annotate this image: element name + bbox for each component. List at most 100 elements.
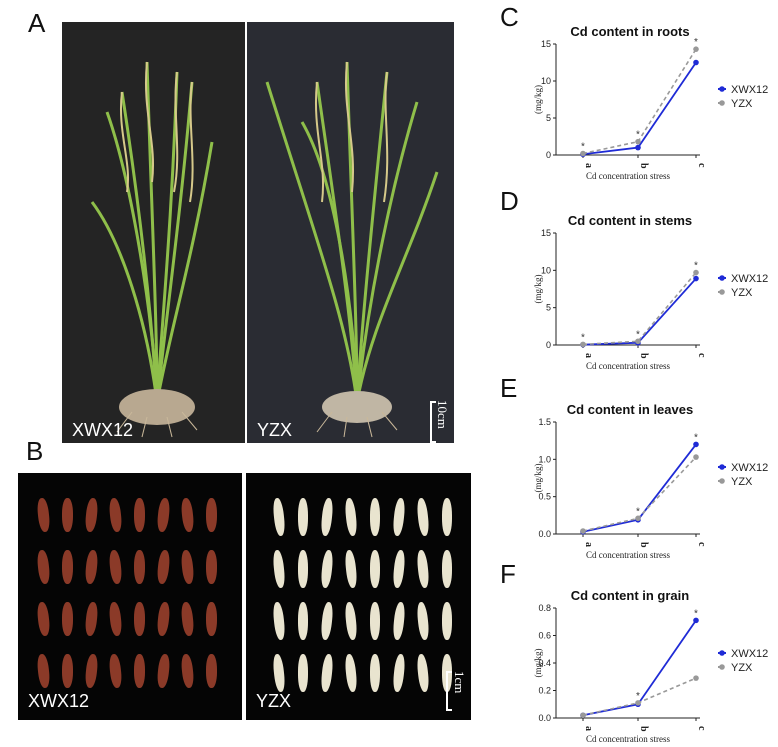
scale-label-10cm: 10cm <box>435 400 450 429</box>
y-axis-label: (mg/kg) <box>533 275 543 304</box>
chart-cd-leaves: Cd content in leaves 0.0 0.5 1.0 1.5 a b c Cd co… <box>533 402 768 560</box>
legend-label-xwx12: XWX12 <box>731 462 768 474</box>
y-tick-label: 1.5 <box>538 417 551 427</box>
grain-grid-yzx <box>246 473 471 720</box>
grain <box>298 498 308 536</box>
x-tick-label: a <box>583 353 594 358</box>
plant-label-xwx12: XWX12 <box>72 420 134 440</box>
grain <box>134 550 145 584</box>
x-tick-label: c <box>696 726 707 731</box>
grain <box>370 498 380 536</box>
grain <box>442 498 452 536</box>
legend-label-yzx: YZX <box>731 476 753 488</box>
legend-marker-xwx12 <box>719 275 725 281</box>
significance-star: * <box>694 37 698 48</box>
y-tick-label: 0 <box>546 340 551 350</box>
plant-label-yzx: YZX <box>257 420 293 440</box>
grain <box>416 653 430 693</box>
legend-marker-yzx <box>719 100 725 106</box>
x-tick-label: c <box>696 353 707 358</box>
grain <box>180 601 195 637</box>
x-tick-label: b <box>638 353 649 359</box>
grain <box>272 653 286 693</box>
chart-title: Cd content in leaves <box>567 402 693 417</box>
legend-marker-xwx12 <box>719 650 725 656</box>
x-axis-label: Cd concentration stress <box>586 171 670 181</box>
panel-letter-d: D <box>500 186 519 216</box>
grain <box>392 653 406 693</box>
grain <box>84 549 99 585</box>
significance-star: * <box>636 506 640 517</box>
y-tick-label: 15 <box>541 228 551 238</box>
grain <box>344 653 358 693</box>
grain <box>62 498 73 532</box>
grain <box>206 498 217 532</box>
grain <box>108 497 123 533</box>
grain <box>320 601 334 641</box>
data-point-yzx <box>635 138 641 145</box>
x-axis-label: Cd concentration stress <box>586 361 670 371</box>
grain-label-xwx12: XWX12 <box>28 691 90 711</box>
grain <box>320 653 334 693</box>
panel-letter-b: B <box>26 436 44 466</box>
data-point-xwx12 <box>693 59 699 66</box>
grain <box>416 549 430 589</box>
y-tick-label: 1.0 <box>538 454 551 464</box>
grain <box>108 549 123 585</box>
significance-star: * <box>694 261 698 272</box>
grain-label-yzx: YZX <box>256 691 292 711</box>
data-point-yzx <box>580 528 586 534</box>
grain <box>206 654 217 688</box>
grain <box>180 549 195 585</box>
y-axis-label: (mg/kg) <box>533 85 543 114</box>
significance-star: * <box>581 142 585 153</box>
y-tick-label: 0.4 <box>538 658 551 668</box>
grain <box>416 601 430 641</box>
grain <box>370 550 380 588</box>
significance-star: * <box>694 432 698 443</box>
grain <box>298 654 308 692</box>
x-tick-label: a <box>583 163 594 168</box>
y-tick-label: 0.8 <box>538 603 551 613</box>
grain <box>344 549 358 589</box>
y-tick-label: 15 <box>541 39 551 49</box>
significance-star: * <box>636 691 640 702</box>
significance-star: * <box>694 608 698 619</box>
grain <box>134 498 145 532</box>
grain <box>392 601 406 641</box>
y-tick-label: 0.0 <box>538 529 551 539</box>
y-tick-label: 0.6 <box>538 631 551 641</box>
grain <box>442 602 452 640</box>
x-tick-label: b <box>638 542 649 548</box>
grain <box>272 601 286 641</box>
grain <box>442 550 452 588</box>
grain <box>156 497 171 533</box>
grain <box>36 601 51 637</box>
significance-star: * <box>636 130 640 141</box>
grain <box>320 549 334 589</box>
panel-letter-a: A <box>28 8 46 38</box>
grain <box>108 653 123 689</box>
panel-letter-e: E <box>500 373 518 403</box>
grain <box>344 601 358 641</box>
data-point-xwx12 <box>635 144 641 151</box>
grain <box>298 550 308 588</box>
grain <box>392 497 406 537</box>
grain <box>134 654 145 688</box>
y-tick-label: 0.2 <box>538 686 551 696</box>
data-point-yzx <box>635 515 641 522</box>
x-axis-label: Cd concentration stress <box>586 734 670 744</box>
grain <box>320 497 334 537</box>
y-tick-label: 10 <box>541 76 551 86</box>
legend-label-yzx: YZX <box>731 287 753 299</box>
grain <box>84 497 99 533</box>
y-tick-label: 5 <box>546 113 551 123</box>
grain <box>416 497 430 537</box>
grain <box>156 601 171 637</box>
series-line-yzx <box>582 272 697 346</box>
grain <box>370 654 380 692</box>
legend-marker-yzx <box>719 664 725 670</box>
legend-label-xwx12: XWX12 <box>731 84 768 96</box>
plant-illustration-yzx <box>265 61 439 438</box>
x-tick-label: c <box>696 163 707 168</box>
